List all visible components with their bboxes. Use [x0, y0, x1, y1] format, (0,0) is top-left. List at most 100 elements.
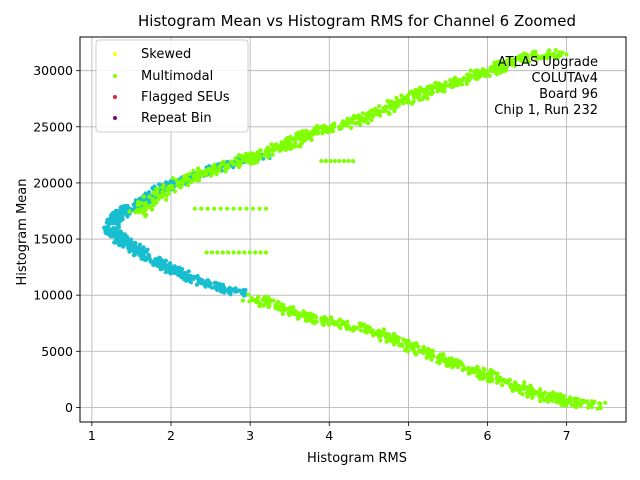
data-point [229, 159, 234, 164]
data-point [303, 132, 309, 137]
data-point [131, 248, 136, 253]
data-point [363, 324, 368, 329]
data-point [246, 152, 251, 157]
data-point [350, 158, 356, 164]
data-point [270, 144, 276, 149]
data-point [401, 337, 406, 342]
data-point [454, 81, 459, 86]
data-point [140, 246, 145, 251]
data-point [298, 141, 303, 146]
data-point [392, 109, 397, 114]
data-point [174, 265, 179, 270]
data-point [226, 250, 231, 255]
data-point [476, 368, 481, 373]
data-point [301, 136, 306, 142]
data-point [320, 131, 325, 136]
data-point [460, 367, 465, 372]
data-point [196, 166, 201, 171]
y-axis-label: Histogram Mean [15, 179, 30, 286]
data-point [180, 180, 185, 185]
data-point [236, 153, 241, 158]
data-point [388, 334, 393, 340]
data-point [543, 53, 548, 58]
data-point [516, 55, 521, 60]
data-point [411, 92, 416, 97]
data-point [412, 350, 417, 355]
data-point [527, 386, 532, 391]
data-point [359, 323, 364, 329]
data-point [164, 266, 169, 271]
data-point [378, 338, 383, 343]
data-point [181, 271, 187, 276]
data-point [468, 68, 473, 73]
data-point [362, 119, 367, 124]
x-tick-label: 4 [325, 428, 333, 443]
data-point [250, 206, 256, 211]
data-point [598, 401, 603, 406]
data-point [204, 250, 209, 255]
data-point [270, 152, 275, 157]
data-point [509, 62, 514, 67]
data-point [233, 156, 238, 161]
data-point [405, 100, 410, 105]
annotation-line: Chip 1, Run 232 [494, 103, 598, 118]
data-point [241, 154, 246, 159]
data-point [355, 114, 360, 119]
data-point [244, 206, 249, 211]
data-point [472, 73, 477, 78]
data-point [313, 315, 319, 320]
legend-label-skewed: Skewed [141, 47, 191, 62]
data-point [471, 369, 477, 374]
data-point [386, 110, 391, 115]
data-point [277, 146, 282, 151]
data-point [343, 320, 349, 325]
data-point [263, 206, 269, 211]
data-point [170, 185, 175, 190]
data-point [200, 278, 205, 283]
data-point [323, 158, 328, 164]
data-point [326, 322, 331, 327]
data-point [231, 162, 236, 167]
data-point [263, 250, 269, 255]
data-point [293, 140, 298, 145]
legend-box [95, 39, 249, 133]
data-point [435, 355, 440, 360]
data-point [164, 262, 169, 267]
data-point [214, 172, 219, 177]
data-point [319, 158, 324, 164]
data-point [112, 226, 117, 231]
data-point [362, 329, 367, 334]
data-point [329, 315, 334, 320]
data-point [214, 282, 219, 287]
data-point [573, 402, 578, 407]
legend-marker-skewed [113, 52, 117, 56]
data-point [425, 346, 431, 352]
data-point [167, 261, 173, 266]
data-point [252, 160, 258, 165]
data-point [342, 123, 347, 128]
data-point [346, 324, 351, 329]
data-point [324, 317, 330, 322]
data-point [542, 398, 547, 403]
data-point [399, 93, 404, 98]
data-point [178, 184, 183, 190]
data-point [451, 77, 456, 82]
data-point [494, 376, 499, 381]
data-point [266, 305, 271, 310]
data-point [566, 398, 572, 403]
data-point [459, 82, 465, 87]
data-point [543, 390, 548, 395]
data-point [438, 82, 443, 87]
chart-title: Histogram Mean vs Histogram RMS for Chan… [138, 12, 576, 30]
data-point [242, 250, 247, 255]
data-point [103, 225, 108, 230]
data-point [360, 111, 365, 116]
data-point [161, 259, 167, 264]
data-point [369, 117, 374, 123]
data-point [142, 250, 147, 255]
data-point [346, 158, 351, 164]
data-point [603, 400, 608, 405]
data-point [124, 212, 129, 217]
data-point [158, 193, 163, 198]
data-point [547, 48, 552, 53]
